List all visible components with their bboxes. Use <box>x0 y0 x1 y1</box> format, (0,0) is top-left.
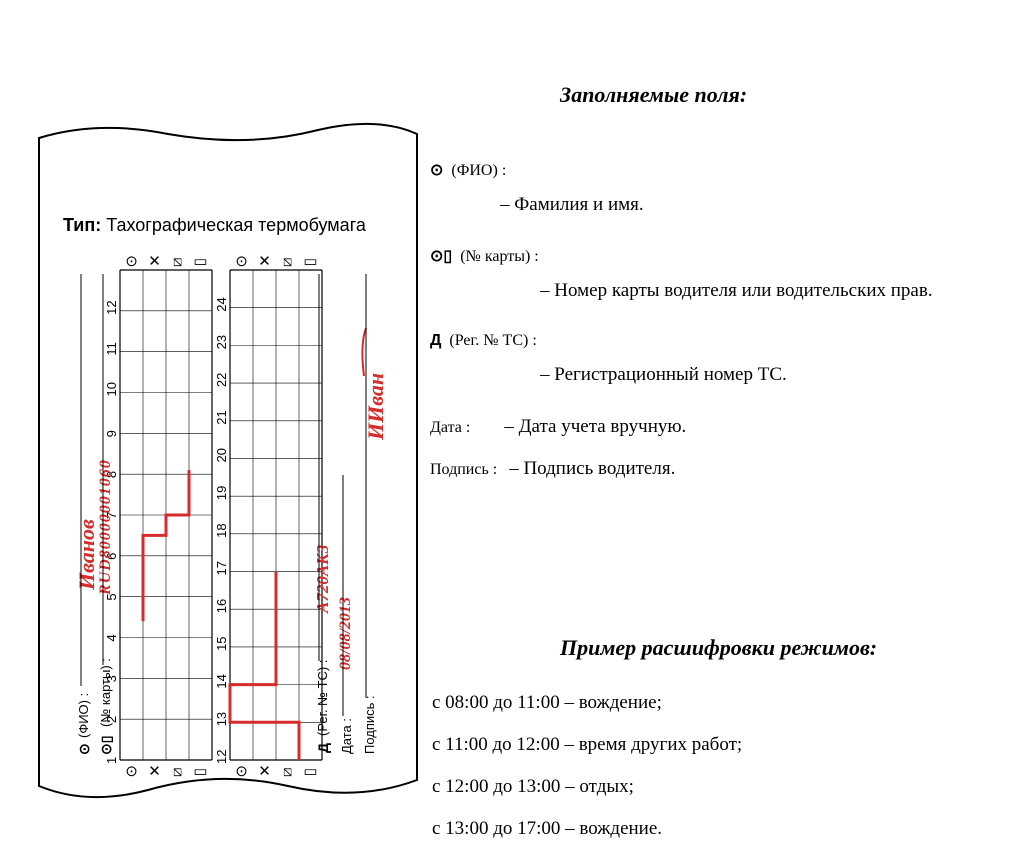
card-lbl-r: (№ карты) : <box>460 248 539 265</box>
circle-dot-icon: ⊙ <box>430 162 443 179</box>
card-icon: ⊙▯ <box>430 248 452 265</box>
date-lbl-r: Дата : <box>430 419 470 436</box>
mode-row: с 13:00 до 17:00 – вождение. <box>432 808 742 850</box>
fio-desc: – Фамилия и имя. <box>500 194 1000 216</box>
mode-row: с 11:00 до 12:00 – время других работ; <box>432 724 742 766</box>
modes-list: с 08:00 до 11:00 – вождение; с 11:00 до … <box>432 682 742 850</box>
field-card: ⊙▯ (№ карты) : – Номер карты водителя ил… <box>430 246 1000 302</box>
reg-desc: – Регистрационный номер ТС. <box>540 364 1000 386</box>
sign-lbl-r: Подпись : <box>430 461 497 478</box>
tachograph-paper: ⊙⊙✕✕⧅⧅▭▭ ⊙⊙✕✕⧅⧅▭▭ 123456789101112 121314… <box>38 120 418 805</box>
fields-explanation: ⊙ (ФИО) : – Фамилия и имя. ⊙▯ (№ карты) … <box>430 160 1000 480</box>
reg-icon: Д <box>430 332 441 349</box>
mode-row: с 08:00 до 11:00 – вождение; <box>432 682 742 724</box>
page: Заполняемые поля: ⊙⊙✕✕⧅⧅▭▭ ⊙⊙✕✕⧅⧅▭▭ 1234… <box>0 0 1024 862</box>
sign-desc: – Подпись водителя. <box>509 458 675 479</box>
fio-lbl-r: (ФИО) : <box>451 162 506 179</box>
field-fio: ⊙ (ФИО) : – Фамилия и имя. <box>430 160 1000 216</box>
date-desc: – Дата учета вручную. <box>504 416 686 437</box>
mode-row: с 12:00 до 13:00 – отдых; <box>432 766 742 808</box>
field-underlines <box>38 120 418 805</box>
field-reg: Д (Рег. № ТС) : – Регистрационный номер … <box>430 332 1000 386</box>
modes-heading: Пример расшифровки режимов: <box>560 635 877 661</box>
card-desc: – Номер карты водителя или водительских … <box>540 280 1000 302</box>
field-date: Дата : – Дата учета вручную. <box>430 416 1000 438</box>
fields-heading: Заполняемые поля: <box>560 82 747 108</box>
field-sign: Подпись : – Подпись водителя. <box>430 458 1000 480</box>
reg-lbl-r: (Рег. № ТС) : <box>449 332 536 349</box>
